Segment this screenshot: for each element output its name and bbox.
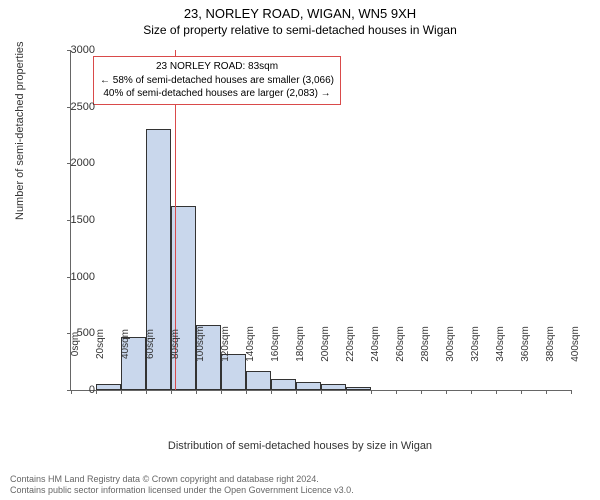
histogram-bar: [346, 387, 371, 390]
x-tick-label: 220sqm: [345, 326, 356, 362]
x-tick-label: 380sqm: [545, 326, 556, 362]
info-box: 23 NORLEY ROAD: 83sqm← 58% of semi-detac…: [93, 56, 341, 105]
x-tick-mark: [196, 390, 197, 394]
x-tick-label: 260sqm: [395, 326, 406, 362]
y-tick-label: 2000: [71, 157, 95, 169]
y-tick-label: 3000: [71, 44, 95, 56]
footer-line-2: Contains public sector information licen…: [10, 485, 354, 496]
y-tick-label: 1000: [71, 271, 95, 283]
x-tick-mark: [146, 390, 147, 394]
footer: Contains HM Land Registry data © Crown c…: [10, 474, 354, 496]
x-tick-label: 140sqm: [245, 326, 256, 362]
x-tick-label: 300sqm: [445, 326, 456, 362]
x-tick-label: 100sqm: [195, 326, 206, 362]
x-tick-mark: [296, 390, 297, 394]
y-tick-label: 2500: [71, 101, 95, 113]
x-axis-label: Distribution of semi-detached houses by …: [0, 440, 600, 452]
x-tick-label: 320sqm: [470, 326, 481, 362]
x-tick-label: 360sqm: [520, 326, 531, 362]
x-tick-mark: [371, 390, 372, 394]
info-box-line: 23 NORLEY ROAD: 83sqm: [100, 60, 334, 74]
x-tick-mark: [321, 390, 322, 394]
page-title: 23, NORLEY ROAD, WIGAN, WN5 9XH: [0, 0, 600, 21]
x-tick-label: 180sqm: [295, 326, 306, 362]
x-tick-label: 80sqm: [170, 329, 181, 359]
y-axis-label: Number of semi-detached properties: [14, 41, 26, 220]
x-tick-mark: [571, 390, 572, 394]
x-tick-mark: [346, 390, 347, 394]
x-tick-mark: [446, 390, 447, 394]
x-tick-mark: [421, 390, 422, 394]
x-tick-mark: [221, 390, 222, 394]
x-tick-mark: [246, 390, 247, 394]
x-tick-label: 160sqm: [270, 326, 281, 362]
histogram-bar: [321, 384, 346, 390]
x-tick-mark: [471, 390, 472, 394]
info-box-line: ← 58% of semi-detached houses are smalle…: [100, 74, 334, 88]
x-tick-mark: [396, 390, 397, 394]
x-tick-mark: [96, 390, 97, 394]
histogram-bar: [96, 384, 121, 390]
x-tick-mark: [546, 390, 547, 394]
x-tick-mark: [71, 390, 72, 394]
x-tick-label: 120sqm: [220, 326, 231, 362]
y-tick-label: 1500: [71, 214, 95, 226]
x-tick-mark: [121, 390, 122, 394]
x-tick-label: 400sqm: [570, 326, 581, 362]
page-subtitle: Size of property relative to semi-detach…: [0, 21, 600, 37]
x-tick-label: 340sqm: [495, 326, 506, 362]
x-tick-label: 280sqm: [420, 326, 431, 362]
histogram-bar: [271, 379, 296, 390]
x-tick-label: 240sqm: [370, 326, 381, 362]
x-tick-mark: [171, 390, 172, 394]
x-tick-label: 20sqm: [95, 329, 106, 359]
histogram-bar: [296, 382, 321, 390]
x-tick-label: 60sqm: [145, 329, 156, 359]
x-tick-label: 40sqm: [120, 329, 131, 359]
x-tick-mark: [521, 390, 522, 394]
x-tick-label: 200sqm: [320, 326, 331, 362]
x-tick-mark: [496, 390, 497, 394]
info-box-line: 40% of semi-detached houses are larger (…: [100, 87, 334, 101]
y-tick-label: 0: [89, 384, 95, 396]
histogram-bar: [246, 371, 271, 390]
footer-line-1: Contains HM Land Registry data © Crown c…: [10, 474, 354, 485]
x-tick-label: 0sqm: [70, 332, 81, 356]
x-tick-mark: [271, 390, 272, 394]
